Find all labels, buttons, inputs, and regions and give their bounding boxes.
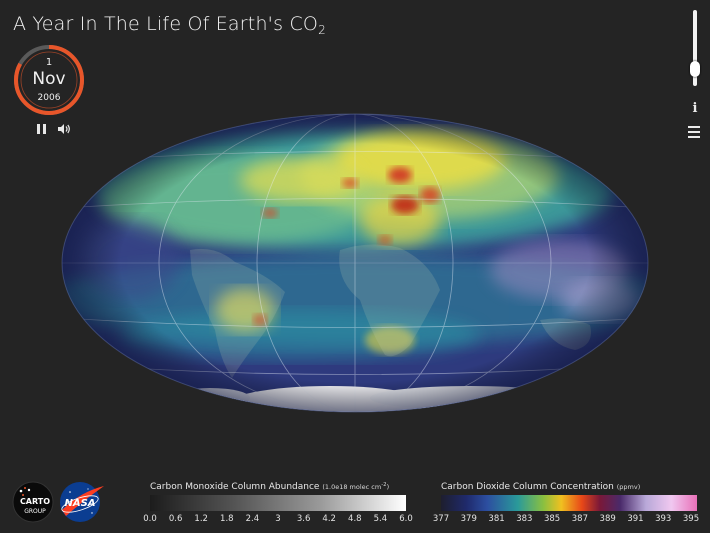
scale-tick-label: 381 — [488, 514, 505, 524]
co2-color-scale — [441, 495, 697, 511]
scale-tick-label: 379 — [460, 514, 477, 524]
scale-tick-label: 0.6 — [168, 514, 183, 524]
slider-handle[interactable] — [690, 60, 700, 77]
date-indicator: 1 Nov 2006 — [13, 44, 85, 116]
scale-tick-label: 389 — [599, 514, 616, 524]
co-legend-title: Carbon Monoxide Column Abundance (1.0e18… — [150, 482, 390, 493]
date-day: 1 — [45, 57, 53, 68]
co2-scale-ticks: 377 379 381 383 385 387 389 391 393 395 — [433, 514, 700, 526]
scale-tick-label: 5.4 — [373, 514, 388, 524]
scale-tick-label: 4.2 — [322, 514, 336, 524]
pause-icon[interactable] — [36, 123, 48, 135]
co-scale-ticks: 0.0 0.6 1.2 1.8 2.4 3 3.6 4.2 4.8 5.4 6.0 — [143, 514, 413, 526]
svg-text:NASA: NASA — [64, 498, 95, 509]
co2-legend: Carbon Dioxide Column Concentration (ppm… — [433, 482, 699, 524]
carto-group-logo: CARTO GROUP — [12, 481, 54, 523]
progress-ring — [14, 45, 84, 115]
date-year: 2006 — [37, 93, 61, 103]
scale-tick-label: 383 — [516, 514, 533, 524]
zoom-slider[interactable] — [689, 10, 701, 88]
speaker-icon[interactable] — [56, 121, 72, 137]
scale-tick-label: 3.6 — [296, 514, 311, 524]
scale-tick-label: 6.0 — [399, 514, 413, 524]
date-month: Nov — [32, 69, 66, 89]
svg-text:i: i — [693, 101, 698, 115]
scale-tick-label: 1.2 — [194, 514, 208, 524]
co-color-scale — [150, 495, 406, 511]
scale-tick-label: 3 — [275, 514, 281, 524]
scale-tick-label: 377 — [432, 514, 450, 524]
svg-text:CARTO: CARTO — [20, 497, 50, 506]
scale-tick-label: 4.8 — [348, 514, 362, 524]
scale-tick-label: 387 — [571, 514, 588, 524]
scale-tick-label: 385 — [543, 514, 561, 524]
scale-tick-label: 391 — [627, 514, 644, 524]
info-icon[interactable]: i — [688, 99, 702, 116]
scale-tick-label: 2.4 — [245, 514, 260, 524]
scale-tick-label: 393 — [655, 514, 672, 524]
svg-text:GROUP: GROUP — [24, 508, 46, 515]
co2-legend-title: Carbon Dioxide Column Concentration (ppm… — [441, 482, 641, 492]
scale-tick-label: 0.0 — [143, 514, 157, 524]
co-legend: Carbon Monoxide Column Abundance (1.0e18… — [143, 482, 413, 524]
slider-track — [693, 10, 697, 86]
nasa-logo: NASA — [60, 482, 104, 522]
hamburger-menu-icon[interactable] — [688, 126, 702, 138]
scale-tick-label: 1.8 — [220, 514, 234, 524]
page-title: A Year In The Life Of Earth's CO2 — [13, 13, 326, 37]
scale-tick-label: 395 — [682, 514, 700, 524]
